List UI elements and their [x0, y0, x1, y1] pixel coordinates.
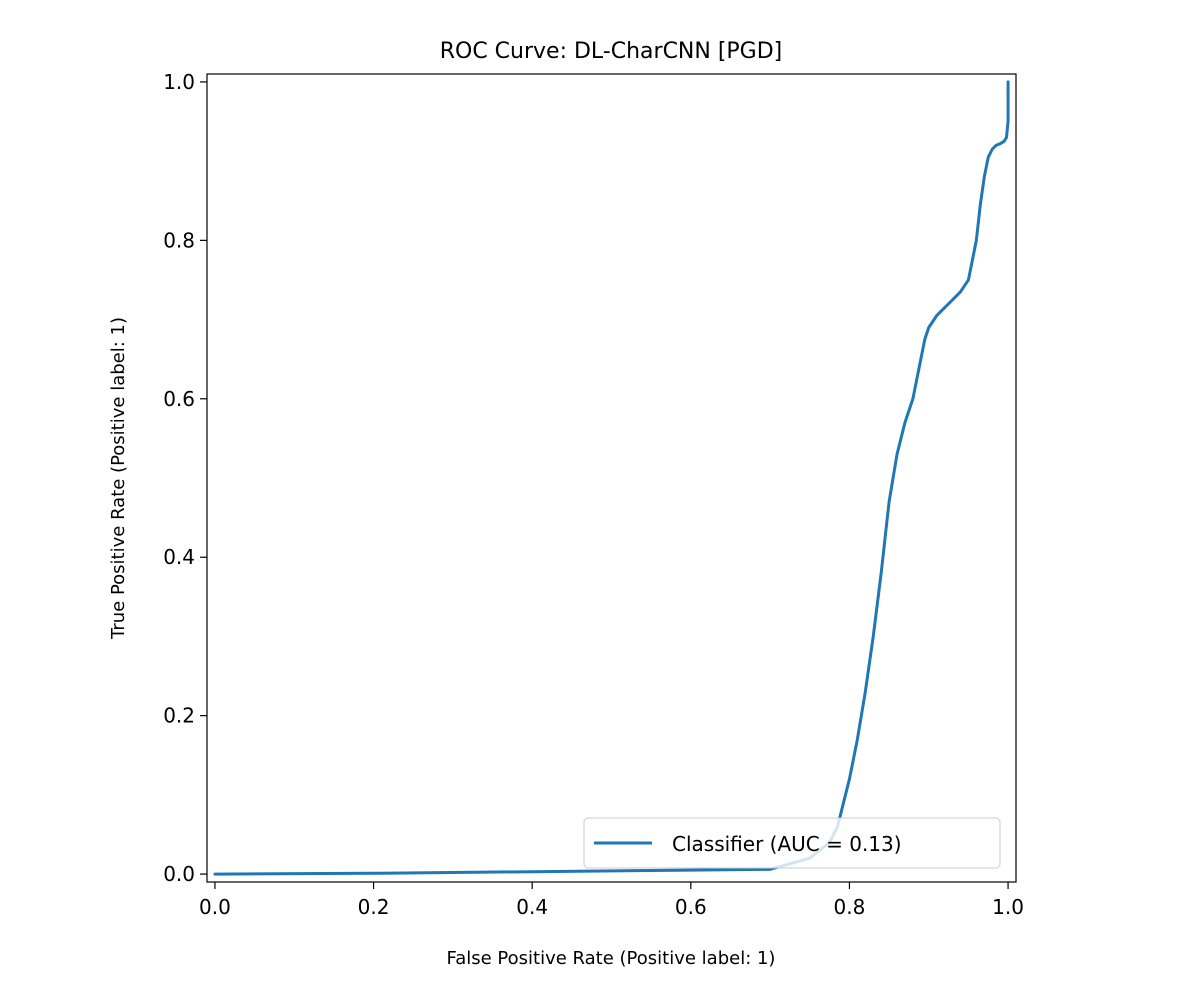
chart-title: ROC Curve: DL-CharCNN [PGD]: [440, 39, 783, 64]
x-tick-label: 0.2: [358, 895, 390, 919]
y-axis-ticks: 0.0 0.2 0.4 0.6 0.8 1.0: [163, 70, 207, 886]
y-tick-label: 0.8: [163, 228, 195, 252]
legend-box: [583, 817, 1001, 869]
y-tick-label: 0.4: [163, 545, 195, 569]
y-tick-label: 0.2: [163, 704, 195, 728]
x-tick-label: 0.6: [675, 895, 707, 919]
y-axis-label: True Positive Rate (Positive label: 1): [108, 317, 129, 640]
x-axis-ticks: 0.0 0.2 0.4 0.6 0.8 1.0: [199, 882, 1024, 919]
legend-label-classifier: Classifier (AUC = 0.13): [672, 832, 902, 856]
x-tick-label: 0.8: [834, 895, 866, 919]
x-tick-label: 1.0: [992, 895, 1024, 919]
x-tick-label: 0.4: [516, 895, 548, 919]
legend: Classifier (AUC = 0.13): [583, 817, 1001, 869]
x-tick-label: 0.0: [199, 895, 231, 919]
y-tick-label: 0.6: [163, 387, 195, 411]
plot-frame: [206, 73, 1017, 883]
y-tick-label: 1.0: [163, 70, 195, 94]
y-tick-label: 0.0: [163, 862, 195, 886]
x-axis-label: False Positive Rate (Positive label: 1): [447, 948, 776, 969]
